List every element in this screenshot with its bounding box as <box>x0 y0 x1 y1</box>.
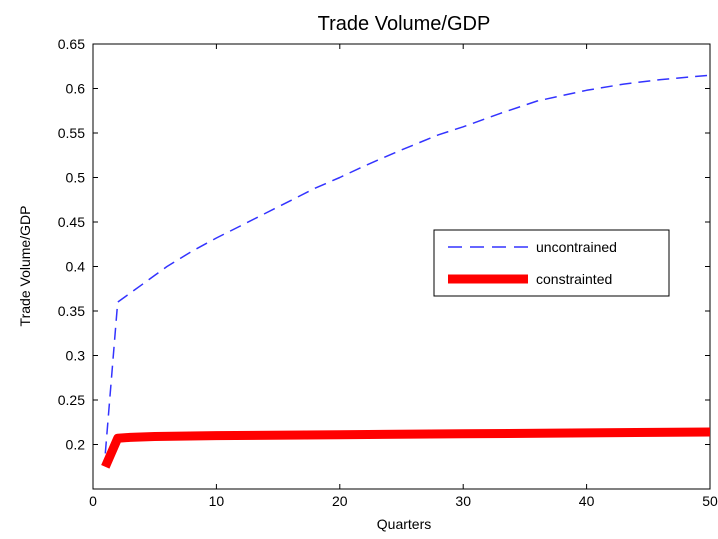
legend-box <box>433 229 670 297</box>
legend: uncontrained constrainted <box>433 229 670 297</box>
y-tick-label: 0.2 <box>66 437 86 453</box>
y-tick-label: 0.45 <box>58 214 85 230</box>
y-axis: 0.2 0.25 0.3 0.35 0.4 0.45 0.5 0.55 0.6 0.65 <box>58 36 710 453</box>
legend-label-constrainted: constrainted <box>536 271 612 287</box>
x-tick-label: 0 <box>89 493 97 509</box>
y-tick-label: 0.5 <box>66 170 86 186</box>
legend-label-uncontrained: uncontrained <box>536 239 617 255</box>
x-axis: 0 10 20 30 40 50 <box>89 44 718 509</box>
series-line-constrainted <box>101 427 711 469</box>
y-tick-label: 0.35 <box>58 303 85 319</box>
y-tick-label: 0.4 <box>66 259 86 275</box>
chart-title: Trade Volume/GDP <box>318 13 491 35</box>
y-tick-label: 0.65 <box>58 36 85 52</box>
y-tick-label: 0.3 <box>66 348 86 364</box>
x-tick-label: 50 <box>702 493 718 509</box>
x-tick-label: 10 <box>209 493 225 509</box>
series-layer <box>101 74 711 469</box>
x-tick-label: 20 <box>332 493 348 509</box>
y-axis-label: Trade Volume/GDP <box>17 206 33 327</box>
x-tick-label: 30 <box>455 493 471 509</box>
y-tick-label: 0.25 <box>58 392 85 408</box>
x-tick-label: 40 <box>579 493 595 509</box>
y-tick-label: 0.55 <box>58 125 85 141</box>
y-tick-label: 0.6 <box>66 81 86 97</box>
x-axis-label: Quarters <box>377 516 431 532</box>
